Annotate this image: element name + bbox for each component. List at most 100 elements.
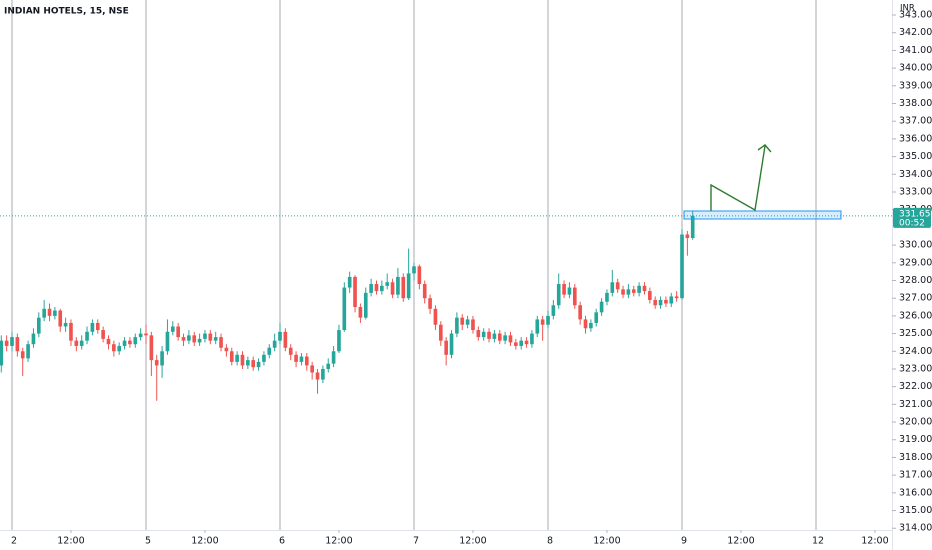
candle-body [63, 322, 68, 327]
candle-body [42, 308, 46, 318]
y-tick-label: 322.00 [899, 381, 932, 392]
x-tick-label: 7 [413, 536, 419, 547]
candle-body [503, 335, 507, 341]
candle-body [615, 282, 620, 290]
candle-body [197, 338, 202, 343]
candle-body [626, 289, 631, 295]
candle-body [165, 331, 170, 352]
y-tick-label: 326.00 [899, 310, 932, 321]
x-tick-label: 12:00 [593, 536, 620, 547]
candle-body [133, 337, 138, 345]
candle-body [310, 365, 314, 373]
candle-body [578, 305, 582, 320]
candle-body [47, 308, 52, 316]
candle-body [540, 319, 545, 325]
candle-body [658, 299, 663, 306]
countdown-label: 00:52 [899, 218, 925, 228]
candle-body [235, 354, 239, 362]
y-tick-label: 330.00 [899, 240, 932, 251]
candle-body [648, 291, 652, 300]
y-tick-label: 334.00 [899, 169, 932, 180]
y-tick-label: 320.00 [899, 417, 932, 428]
candle-body [347, 276, 352, 288]
candle-body [562, 284, 566, 295]
candle-body [272, 340, 277, 348]
y-tick-label: 316.00 [899, 487, 932, 498]
x-tick-label: 12:00 [57, 536, 84, 547]
candle-body [283, 331, 288, 348]
x-tick-label: 8 [547, 536, 553, 547]
candle-body [128, 340, 132, 345]
candle-body [438, 324, 443, 341]
y-tick-label: 340.00 [899, 63, 932, 74]
y-tick-label: 336.00 [899, 133, 932, 144]
candle-body [653, 299, 658, 306]
candle-body [572, 287, 577, 306]
candle-body [685, 234, 690, 239]
y-tick-label: 321.00 [899, 399, 932, 410]
candle-body [79, 340, 84, 346]
candle-body [631, 289, 636, 293]
candle-body [262, 354, 266, 362]
candle-body [546, 315, 550, 325]
x-tick-label: 6 [279, 536, 285, 547]
candle-body [160, 351, 164, 366]
candle-body [433, 308, 438, 325]
arrow-head [757, 144, 772, 153]
candle-body [154, 360, 159, 366]
candle-body [74, 340, 79, 346]
candle-body [36, 317, 41, 334]
candle-body [417, 266, 422, 285]
y-tick-label: 319.00 [899, 434, 932, 445]
x-tick-label: 12 [812, 536, 824, 547]
candle-body [412, 266, 416, 274]
candle-body [229, 351, 234, 362]
candle-body [112, 344, 116, 352]
x-tick-label: 12:00 [191, 536, 218, 547]
candle-body [337, 330, 341, 352]
candle-body [294, 354, 298, 362]
candle-body [642, 285, 647, 292]
candle-body [326, 363, 331, 369]
candle-body [299, 356, 304, 362]
x-tick-label: 9 [681, 536, 687, 547]
candle-body [267, 347, 272, 355]
candle-body [374, 284, 379, 292]
candle-body [465, 319, 470, 325]
candle-body [476, 330, 481, 338]
candle-body [422, 284, 427, 299]
y-tick-label: 335.00 [899, 151, 932, 162]
candle-body [594, 312, 599, 323]
candle-body [567, 287, 572, 295]
candle-body [240, 354, 245, 366]
candle-body [85, 331, 89, 341]
candle-body [637, 285, 641, 293]
y-tick-label: 343.00 [899, 10, 932, 21]
candle-body [315, 372, 320, 380]
path-arrow[interactable] [710, 145, 766, 212]
candle-body [556, 284, 561, 306]
candle-body [256, 361, 261, 368]
candle-body [680, 234, 684, 299]
candle-body [444, 340, 448, 355]
candle-body [304, 356, 309, 366]
candle-body [353, 276, 357, 308]
y-tick-label: 341.00 [899, 45, 932, 56]
candle-body [583, 319, 588, 329]
candle-body [101, 330, 105, 339]
candle-body [149, 335, 154, 361]
y-tick-label: 329.00 [899, 257, 932, 268]
candle-body [213, 337, 218, 341]
candle-body [358, 307, 363, 318]
candle-body [203, 333, 207, 339]
candle-body [610, 282, 615, 293]
candle-body [535, 319, 540, 334]
candle-body [599, 301, 604, 313]
candle-body [385, 282, 390, 286]
candle-body [455, 317, 459, 334]
candle-body [621, 289, 625, 295]
zone-rectangle[interactable] [683, 210, 842, 220]
candle-body [20, 351, 25, 359]
x-tick-label: 2 [11, 536, 17, 547]
candle-body [53, 310, 57, 316]
